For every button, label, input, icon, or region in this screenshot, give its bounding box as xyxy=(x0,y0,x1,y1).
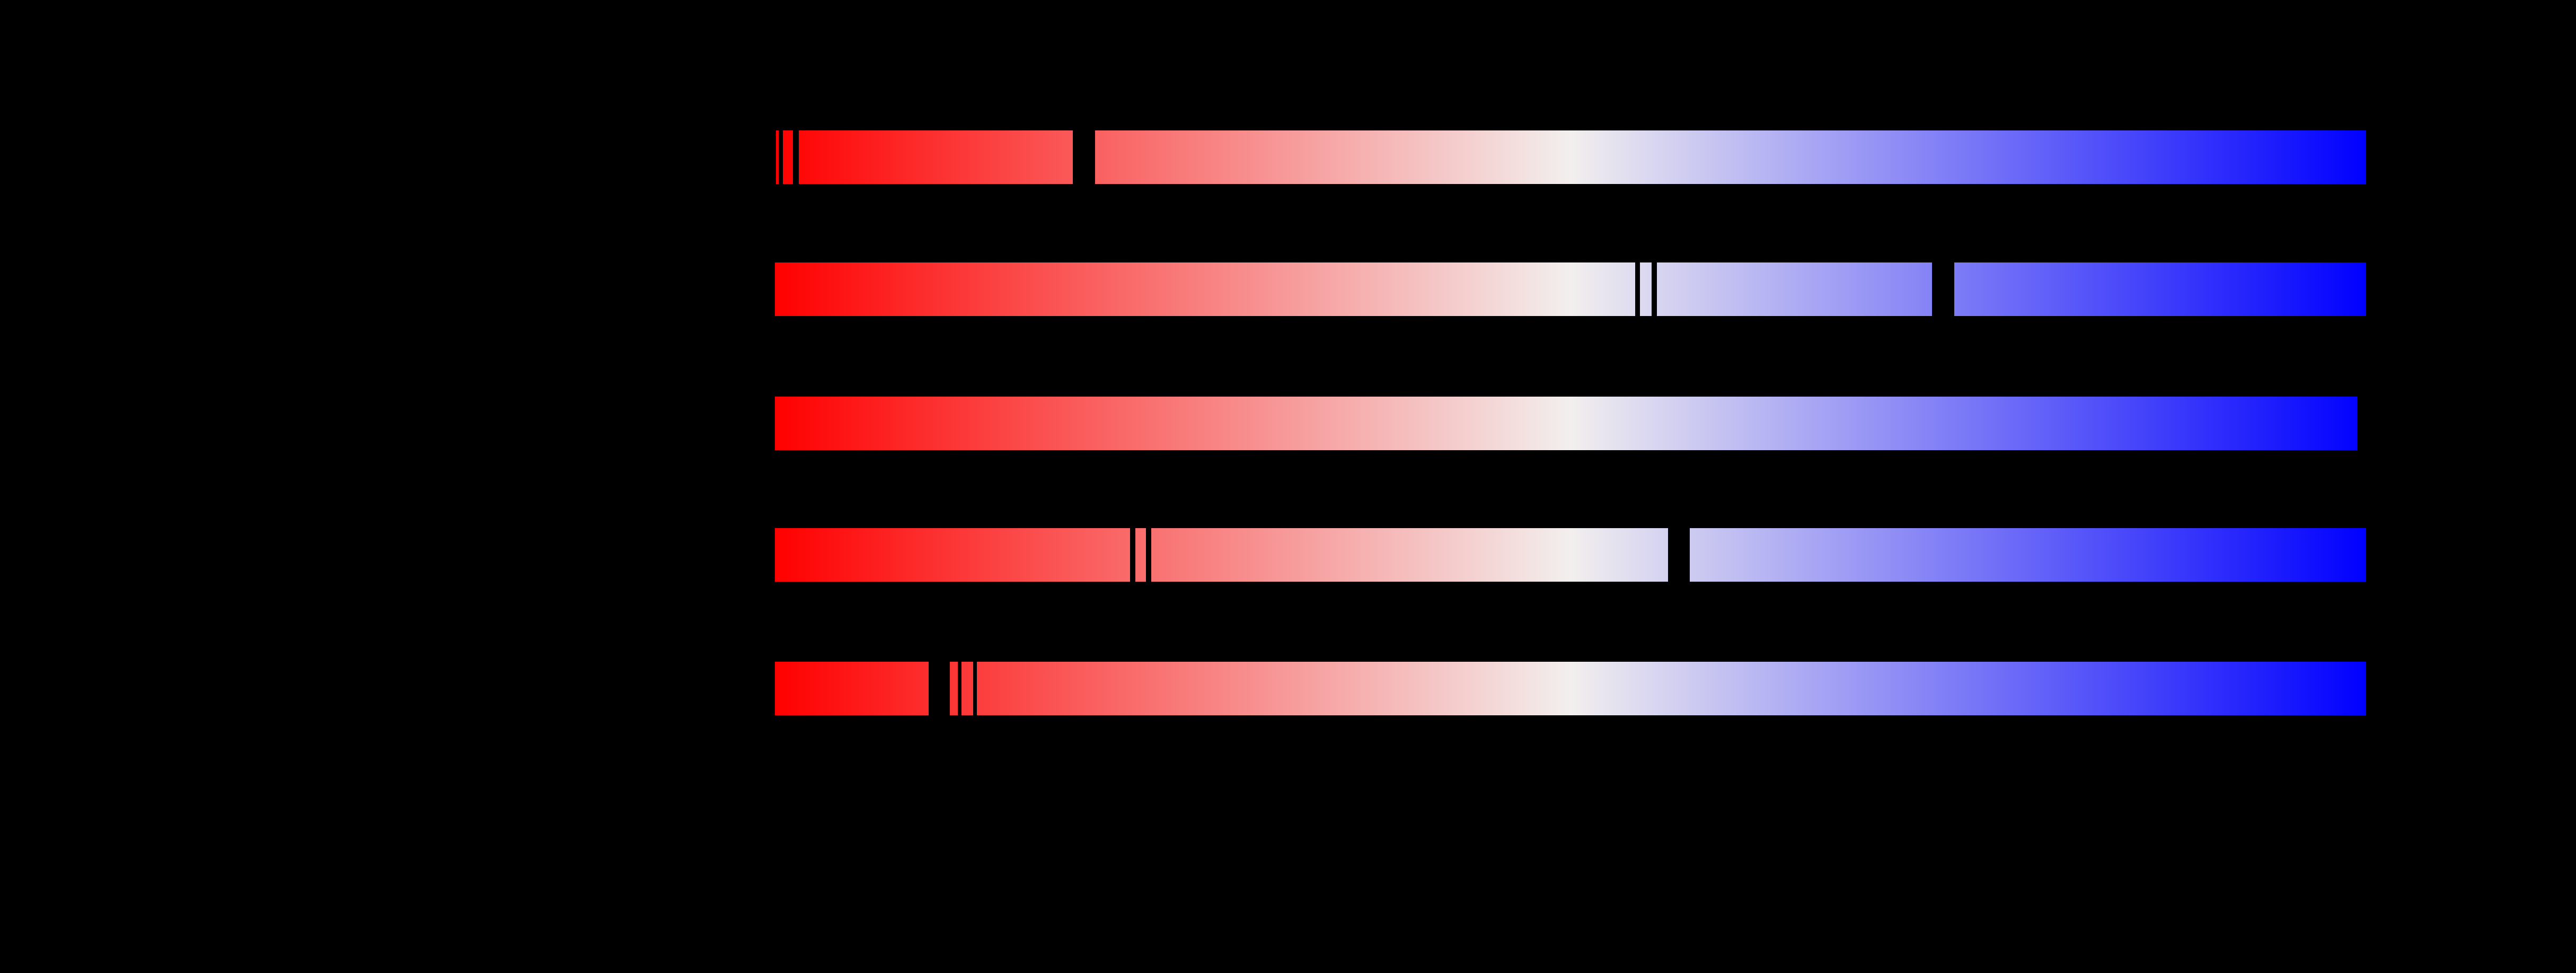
segment-gap xyxy=(792,130,799,185)
segment-gap xyxy=(1072,130,1095,185)
segment-gap xyxy=(1146,528,1151,582)
segment-gap xyxy=(1651,262,1657,317)
gradient-bar-3 xyxy=(775,396,2366,451)
segment-gap xyxy=(1130,528,1135,582)
segment-gap xyxy=(1932,262,1955,317)
segment-gap xyxy=(2357,396,2366,451)
gradient-bar-5 xyxy=(775,661,2366,716)
segment-gap xyxy=(973,661,977,716)
segment-gap xyxy=(778,130,783,185)
segment-gap xyxy=(928,661,950,716)
gradient-bar-4 xyxy=(775,528,2366,582)
segment-gap xyxy=(1635,262,1640,317)
gradient-bar-2 xyxy=(775,262,2366,317)
segment-gap xyxy=(775,130,777,185)
segment-gap xyxy=(1668,528,1690,582)
segment-gap xyxy=(957,661,962,716)
gradient-bar-1 xyxy=(775,130,2366,185)
